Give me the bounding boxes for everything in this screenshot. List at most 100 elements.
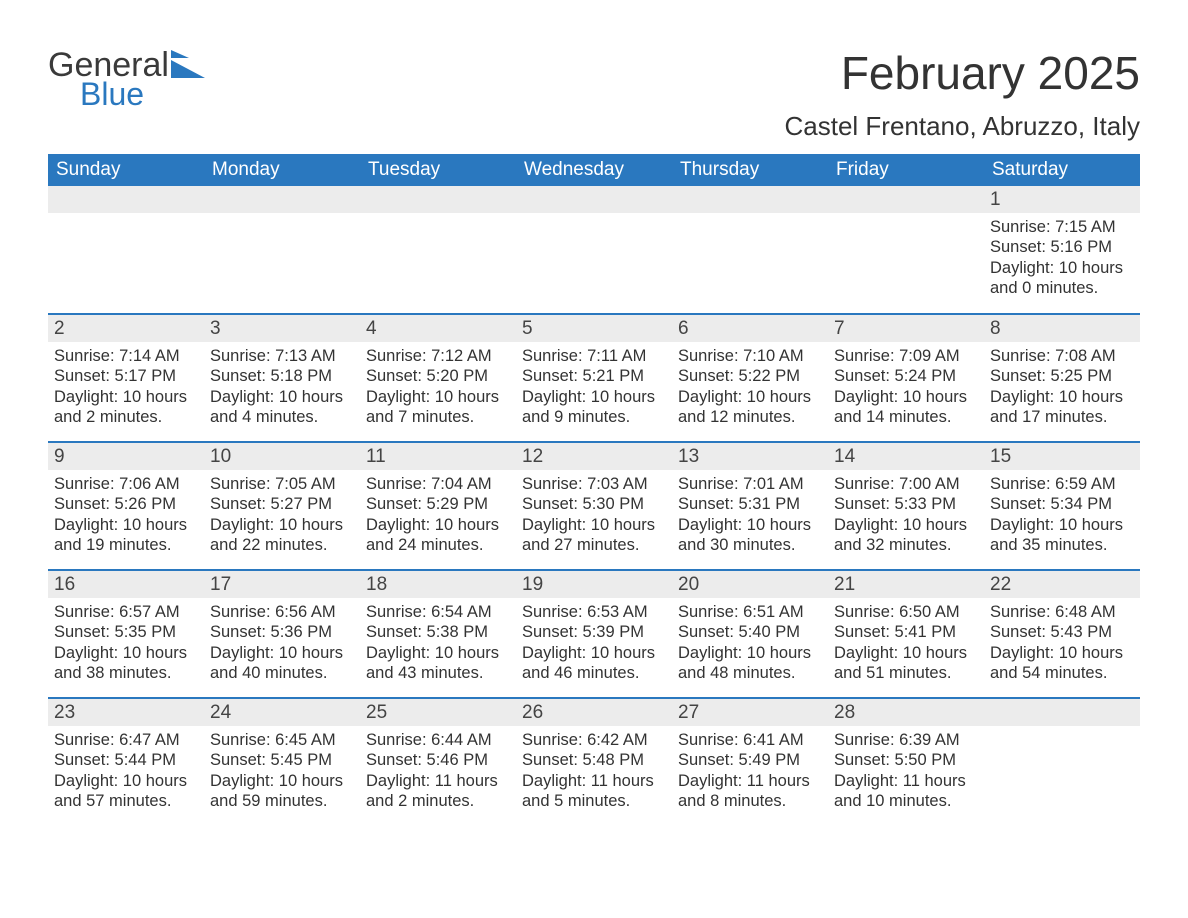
day-data: Sunrise: 7:08 AMSunset: 5:25 PMDaylight:… [984,342,1140,435]
day-data: Sunrise: 7:03 AMSunset: 5:30 PMDaylight:… [516,470,672,563]
sunset-text: Sunset: 5:45 PM [210,750,354,771]
sunrise-text: Sunrise: 6:48 AM [990,602,1134,623]
day-cell: 2Sunrise: 7:14 AMSunset: 5:17 PMDaylight… [48,314,204,442]
day-number: 16 [48,571,204,598]
weekday-header: Wednesday [516,154,672,186]
sunset-text: Sunset: 5:16 PM [990,237,1134,258]
day-data: Sunrise: 7:06 AMSunset: 5:26 PMDaylight:… [48,470,204,563]
day-cell [672,186,828,314]
sunset-text: Sunset: 5:49 PM [678,750,822,771]
day-number: 5 [516,315,672,342]
sunset-text: Sunset: 5:38 PM [366,622,510,643]
sunset-text: Sunset: 5:22 PM [678,366,822,387]
weekday-header: Saturday [984,154,1140,186]
daylight-text: Daylight: 10 hours and 24 minutes. [366,515,510,556]
day-number: 15 [984,443,1140,470]
sunset-text: Sunset: 5:25 PM [990,366,1134,387]
daylight-text: Daylight: 11 hours and 8 minutes. [678,771,822,812]
day-number: 20 [672,571,828,598]
day-cell: 26Sunrise: 6:42 AMSunset: 5:48 PMDayligh… [516,698,672,826]
daylight-text: Daylight: 11 hours and 2 minutes. [366,771,510,812]
sunrise-text: Sunrise: 7:08 AM [990,346,1134,367]
sunrise-text: Sunrise: 7:14 AM [54,346,198,367]
day-data: Sunrise: 7:00 AMSunset: 5:33 PMDaylight:… [828,470,984,563]
title-block: February 2025 Castel Frentano, Abruzzo, … [784,48,1140,142]
week-row: 23Sunrise: 6:47 AMSunset: 5:44 PMDayligh… [48,698,1140,826]
day-cell: 12Sunrise: 7:03 AMSunset: 5:30 PMDayligh… [516,442,672,570]
empty-day-number [516,186,672,213]
day-cell: 14Sunrise: 7:00 AMSunset: 5:33 PMDayligh… [828,442,984,570]
daylight-text: Daylight: 10 hours and 35 minutes. [990,515,1134,556]
day-data: Sunrise: 7:01 AMSunset: 5:31 PMDaylight:… [672,470,828,563]
day-number: 28 [828,699,984,726]
day-number: 6 [672,315,828,342]
day-number: 24 [204,699,360,726]
day-cell [360,186,516,314]
sunset-text: Sunset: 5:36 PM [210,622,354,643]
day-number: 25 [360,699,516,726]
day-cell [48,186,204,314]
sunrise-text: Sunrise: 7:00 AM [834,474,978,495]
day-cell: 25Sunrise: 6:44 AMSunset: 5:46 PMDayligh… [360,698,516,826]
day-cell: 20Sunrise: 6:51 AMSunset: 5:40 PMDayligh… [672,570,828,698]
sunset-text: Sunset: 5:44 PM [54,750,198,771]
weekday-header: Sunday [48,154,204,186]
day-data: Sunrise: 6:45 AMSunset: 5:45 PMDaylight:… [204,726,360,819]
day-cell: 13Sunrise: 7:01 AMSunset: 5:31 PMDayligh… [672,442,828,570]
day-cell [828,186,984,314]
sunset-text: Sunset: 5:30 PM [522,494,666,515]
day-number: 17 [204,571,360,598]
month-title: February 2025 [784,48,1140,99]
empty-day-number [984,699,1140,726]
weekday-header-row: Sunday Monday Tuesday Wednesday Thursday… [48,154,1140,186]
day-data: Sunrise: 6:41 AMSunset: 5:49 PMDaylight:… [672,726,828,819]
day-cell: 1Sunrise: 7:15 AMSunset: 5:16 PMDaylight… [984,186,1140,314]
sunrise-text: Sunrise: 6:42 AM [522,730,666,751]
sunset-text: Sunset: 5:27 PM [210,494,354,515]
day-data: Sunrise: 6:51 AMSunset: 5:40 PMDaylight:… [672,598,828,691]
sunrise-text: Sunrise: 7:05 AM [210,474,354,495]
sunrise-text: Sunrise: 7:11 AM [522,346,666,367]
daylight-text: Daylight: 10 hours and 17 minutes. [990,387,1134,428]
day-cell [516,186,672,314]
day-number: 26 [516,699,672,726]
empty-day-number [828,186,984,213]
sunset-text: Sunset: 5:43 PM [990,622,1134,643]
day-data: Sunrise: 7:05 AMSunset: 5:27 PMDaylight:… [204,470,360,563]
day-cell: 6Sunrise: 7:10 AMSunset: 5:22 PMDaylight… [672,314,828,442]
sunrise-text: Sunrise: 6:54 AM [366,602,510,623]
sunrise-text: Sunrise: 6:56 AM [210,602,354,623]
empty-day-number [204,186,360,213]
day-number: 19 [516,571,672,598]
daylight-text: Daylight: 11 hours and 5 minutes. [522,771,666,812]
day-cell: 28Sunrise: 6:39 AMSunset: 5:50 PMDayligh… [828,698,984,826]
day-data: Sunrise: 7:13 AMSunset: 5:18 PMDaylight:… [204,342,360,435]
sunrise-text: Sunrise: 7:09 AM [834,346,978,367]
day-number: 18 [360,571,516,598]
sunset-text: Sunset: 5:39 PM [522,622,666,643]
sunset-text: Sunset: 5:26 PM [54,494,198,515]
day-data: Sunrise: 7:14 AMSunset: 5:17 PMDaylight:… [48,342,204,435]
sunrise-text: Sunrise: 6:45 AM [210,730,354,751]
daylight-text: Daylight: 10 hours and 22 minutes. [210,515,354,556]
sunrise-text: Sunrise: 6:47 AM [54,730,198,751]
weekday-header: Tuesday [360,154,516,186]
sunrise-text: Sunrise: 7:12 AM [366,346,510,367]
day-number: 4 [360,315,516,342]
sunset-text: Sunset: 5:24 PM [834,366,978,387]
daylight-text: Daylight: 10 hours and 40 minutes. [210,643,354,684]
sunset-text: Sunset: 5:29 PM [366,494,510,515]
day-cell [984,698,1140,826]
daylight-text: Daylight: 10 hours and 59 minutes. [210,771,354,812]
weekday-header: Friday [828,154,984,186]
day-number: 22 [984,571,1140,598]
day-number: 9 [48,443,204,470]
day-data: Sunrise: 6:48 AMSunset: 5:43 PMDaylight:… [984,598,1140,691]
day-cell: 5Sunrise: 7:11 AMSunset: 5:21 PMDaylight… [516,314,672,442]
sunset-text: Sunset: 5:40 PM [678,622,822,643]
calendar-body: 1Sunrise: 7:15 AMSunset: 5:16 PMDaylight… [48,186,1140,826]
week-row: 9Sunrise: 7:06 AMSunset: 5:26 PMDaylight… [48,442,1140,570]
sunset-text: Sunset: 5:33 PM [834,494,978,515]
sunrise-text: Sunrise: 7:01 AM [678,474,822,495]
location-text: Castel Frentano, Abruzzo, Italy [784,111,1140,142]
